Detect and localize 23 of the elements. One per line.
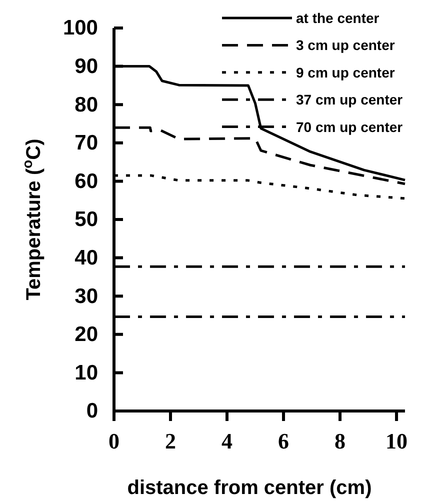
y-tick-label: 20: [74, 323, 98, 346]
x-tick-label: 8: [334, 428, 346, 454]
y-tick-label: 50: [74, 208, 98, 232]
x-tick-label: 2: [165, 428, 176, 454]
y-tick-label: 40: [74, 246, 98, 270]
x-tick-label: 4: [222, 428, 233, 454]
y-tick-label: 30: [74, 284, 98, 308]
legend-label: 70 cm up center: [296, 118, 404, 135]
y-tick-label: 0: [86, 400, 98, 423]
y-tick-label: 80: [74, 93, 98, 116]
x-axis-title: distance from center (cm): [127, 477, 372, 499]
y-tick-label: 60: [74, 170, 98, 193]
x-tick-label: 10: [386, 428, 408, 454]
y-tick-label: 90: [74, 55, 98, 78]
x-tick-label: 0: [108, 428, 120, 454]
x-tick-label: 6: [278, 428, 290, 454]
legend-label: 37 cm up center: [296, 92, 404, 108]
y-tick-label: 70: [74, 132, 98, 155]
legend-label: 3 cm up center: [296, 37, 396, 54]
y-tick-label: 100: [62, 16, 98, 40]
legend-label: at the center: [296, 10, 380, 26]
legend-label: 9 cm up center: [296, 64, 396, 80]
y-tick-label: 10: [74, 361, 98, 384]
